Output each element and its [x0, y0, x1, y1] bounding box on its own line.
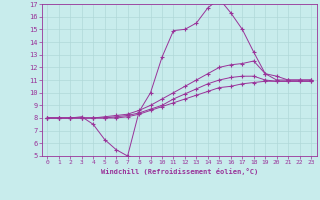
- X-axis label: Windchill (Refroidissement éolien,°C): Windchill (Refroidissement éolien,°C): [100, 168, 258, 175]
